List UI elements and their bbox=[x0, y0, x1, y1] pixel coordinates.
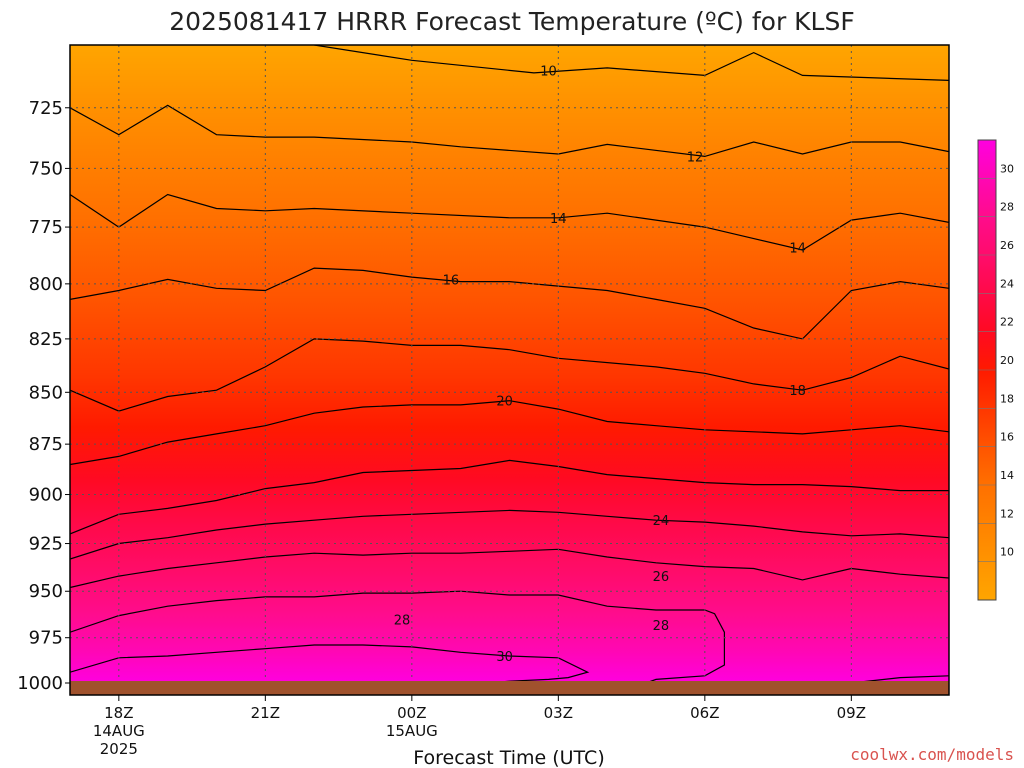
x-tick-label-00Z-0: 00Z bbox=[397, 704, 426, 722]
credit-text: coolwx.com/models bbox=[850, 745, 1014, 764]
x-tick-label-21Z-0: 21Z bbox=[251, 704, 280, 722]
y-tick-label-975: 975 bbox=[29, 628, 63, 649]
y-tick-label-750: 750 bbox=[29, 158, 63, 179]
contour-label-10: 10 bbox=[540, 64, 557, 79]
contour-line-14 bbox=[70, 193, 949, 251]
colorbar-tick-18: 18 bbox=[1000, 392, 1014, 405]
colorbar-tick-12: 12 bbox=[1000, 507, 1014, 520]
x-tick-label-18Z-1: 14AUG bbox=[93, 722, 145, 740]
plot-area bbox=[69, 44, 950, 696]
y-tick-label-800: 800 bbox=[29, 274, 63, 295]
colorbar-tick-28: 28 bbox=[1000, 201, 1014, 214]
x-tick-label-09Z-0: 09Z bbox=[837, 704, 866, 722]
y-tick-label-900: 900 bbox=[29, 485, 63, 506]
contour-line-28 bbox=[70, 590, 725, 683]
contour-label-16: 16 bbox=[443, 273, 460, 288]
contour-label-28: 28 bbox=[653, 619, 670, 634]
contour-line-22 bbox=[70, 459, 949, 535]
colorbar-tick-30: 30 bbox=[1000, 162, 1014, 175]
x-tick-label-18Z-2: 2025 bbox=[100, 740, 138, 758]
x-axis-label: Forecast Time (UTC) bbox=[413, 747, 604, 768]
colorbar-tick-24: 24 bbox=[1000, 277, 1014, 290]
contour-label-18: 18 bbox=[789, 384, 806, 399]
colorbar: 10 12 14 16 18 20 22 24 26 28 30 bbox=[977, 139, 1014, 601]
chart-title: 2025081417 HRRR Forecast Temperature (ºC… bbox=[169, 7, 855, 36]
contour-line-10 bbox=[314, 45, 949, 81]
y-tick-label-950: 950 bbox=[29, 581, 63, 602]
y-tick-label-850: 850 bbox=[29, 382, 63, 403]
colorbar-ticks: 10 12 14 16 18 20 22 24 26 28 30 bbox=[978, 162, 1014, 562]
contour-line-30 bbox=[70, 644, 590, 683]
y-axis: 725 750 775 800 825 850 875 900 925 950 975 1000 bbox=[17, 98, 70, 694]
contour-label-12: 12 bbox=[687, 150, 704, 165]
contour-label-30: 30 bbox=[496, 650, 513, 665]
contour-label-28-b: 28 bbox=[394, 613, 411, 628]
y-tick-label-725: 725 bbox=[29, 98, 63, 119]
colorbar-tick-26: 26 bbox=[1000, 239, 1014, 252]
y-tick-label-875: 875 bbox=[29, 434, 63, 455]
y-tick-label-1000: 1000 bbox=[17, 673, 63, 694]
colorbar-tick-10: 10 bbox=[1000, 546, 1014, 559]
contour-label-14: 14 bbox=[550, 212, 567, 227]
contour-line-24 bbox=[70, 509, 949, 560]
colorbar-tick-20: 20 bbox=[1000, 354, 1014, 367]
y-tick-label-775: 775 bbox=[29, 217, 63, 238]
y-tick-label-925: 925 bbox=[29, 534, 63, 555]
plot-frame bbox=[69, 44, 950, 696]
colorbar-tick-16: 16 bbox=[1000, 431, 1014, 444]
x-tick-label-06Z-0: 06Z bbox=[690, 704, 719, 722]
x-tick-label-03Z-0: 03Z bbox=[544, 704, 573, 722]
ground-strip bbox=[70, 681, 949, 695]
contour-label-24: 24 bbox=[653, 514, 670, 529]
colorbar-tick-22: 22 bbox=[1000, 316, 1014, 329]
contour-label-14-b: 14 bbox=[789, 242, 806, 257]
plot-background bbox=[70, 45, 949, 683]
y-tick-label-825: 825 bbox=[29, 329, 63, 350]
x-tick-label-18Z-0: 18Z bbox=[104, 704, 133, 722]
colorbar-frame bbox=[977, 139, 997, 601]
grid-layer bbox=[70, 45, 949, 684]
contour-label-20: 20 bbox=[496, 395, 513, 410]
contour-line-20 bbox=[70, 400, 949, 466]
colorbar-tick-14: 14 bbox=[1000, 469, 1014, 482]
contour-line-12 bbox=[70, 104, 949, 158]
contour-line-26 bbox=[70, 548, 949, 589]
contour-labels: 10 12 14 14 16 18 20 24 26 28 28 30 bbox=[394, 64, 806, 665]
contour-label-26: 26 bbox=[653, 570, 670, 585]
x-tick-label-00Z-1: 15AUG bbox=[386, 722, 438, 740]
contour-line-18 bbox=[70, 338, 949, 412]
